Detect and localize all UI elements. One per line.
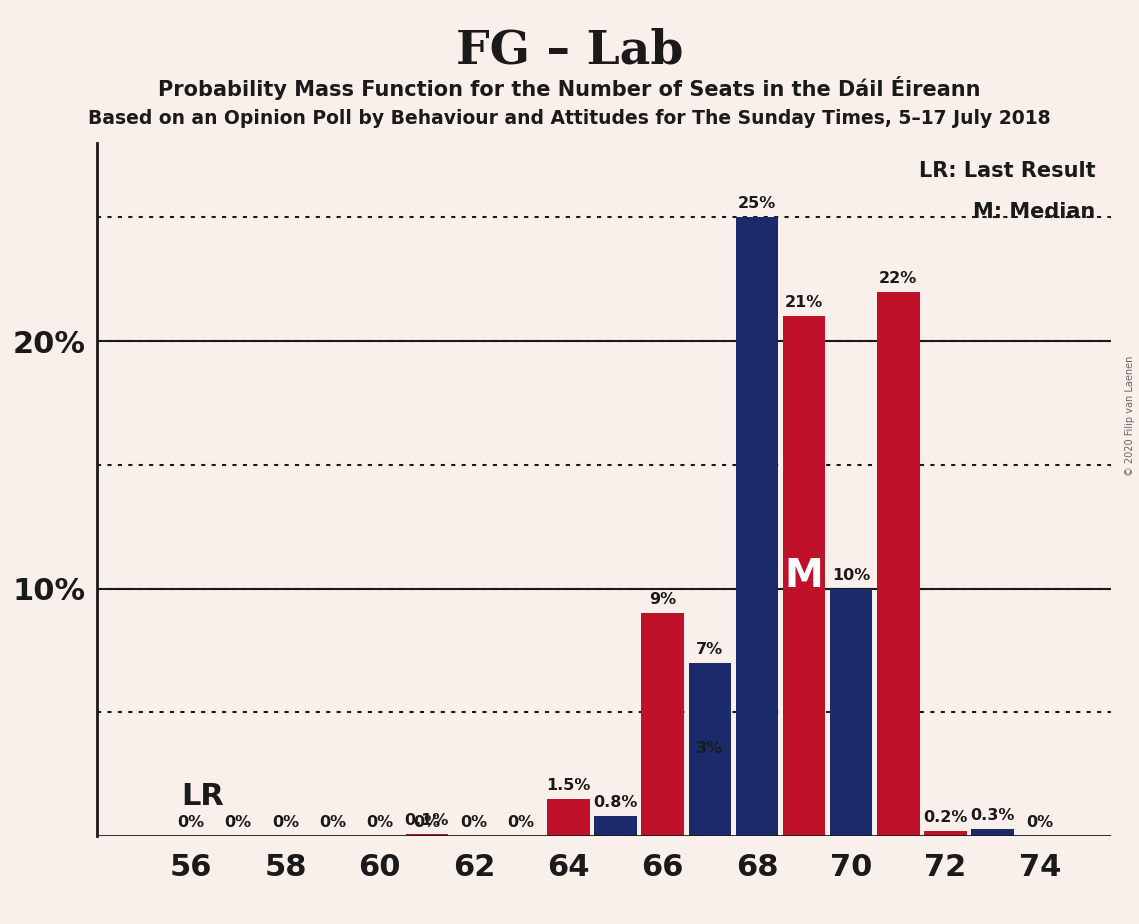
Text: 9%: 9% bbox=[649, 592, 677, 607]
Bar bbox=[924, 832, 967, 836]
Text: LR: LR bbox=[182, 783, 224, 811]
Bar bbox=[689, 663, 731, 836]
Text: LR: Last Result: LR: Last Result bbox=[919, 161, 1096, 180]
Bar bbox=[736, 217, 778, 836]
Text: 0%: 0% bbox=[413, 815, 441, 830]
Bar bbox=[830, 589, 872, 836]
Text: 0%: 0% bbox=[460, 815, 487, 830]
Text: 0.8%: 0.8% bbox=[593, 796, 638, 810]
Bar bbox=[641, 614, 683, 836]
Text: 0.3%: 0.3% bbox=[970, 808, 1015, 822]
Text: 10%: 10% bbox=[833, 567, 870, 582]
Text: 25%: 25% bbox=[738, 196, 776, 212]
Text: 22%: 22% bbox=[879, 271, 918, 286]
Bar bbox=[405, 833, 448, 836]
Bar bbox=[972, 829, 1014, 836]
Text: © 2020 Filip van Laenen: © 2020 Filip van Laenen bbox=[1125, 356, 1134, 476]
Text: 1.5%: 1.5% bbox=[546, 778, 590, 793]
Text: 0%: 0% bbox=[1026, 815, 1054, 830]
Text: 0%: 0% bbox=[508, 815, 534, 830]
Text: Based on an Opinion Poll by Behaviour and Attitudes for The Sunday Times, 5–17 J: Based on an Opinion Poll by Behaviour an… bbox=[88, 109, 1051, 128]
Bar bbox=[595, 817, 637, 836]
Text: FG – Lab: FG – Lab bbox=[456, 28, 683, 74]
Text: 0%: 0% bbox=[366, 815, 393, 830]
Text: 0%: 0% bbox=[224, 815, 252, 830]
Text: 21%: 21% bbox=[785, 296, 823, 310]
Text: 0%: 0% bbox=[272, 815, 298, 830]
Text: 0.2%: 0.2% bbox=[924, 810, 968, 825]
Text: 0.1%: 0.1% bbox=[404, 812, 449, 828]
Text: 3%: 3% bbox=[696, 741, 723, 756]
Bar bbox=[547, 799, 590, 836]
Text: 7%: 7% bbox=[696, 642, 723, 657]
Bar bbox=[877, 292, 919, 836]
Text: 0%: 0% bbox=[178, 815, 205, 830]
Bar bbox=[689, 762, 731, 836]
Text: Probability Mass Function for the Number of Seats in the Dáil Éireann: Probability Mass Function for the Number… bbox=[158, 76, 981, 100]
Text: 0%: 0% bbox=[319, 815, 346, 830]
Text: M: M bbox=[785, 557, 823, 595]
Bar bbox=[782, 316, 826, 836]
Text: M: Median: M: Median bbox=[973, 202, 1096, 222]
